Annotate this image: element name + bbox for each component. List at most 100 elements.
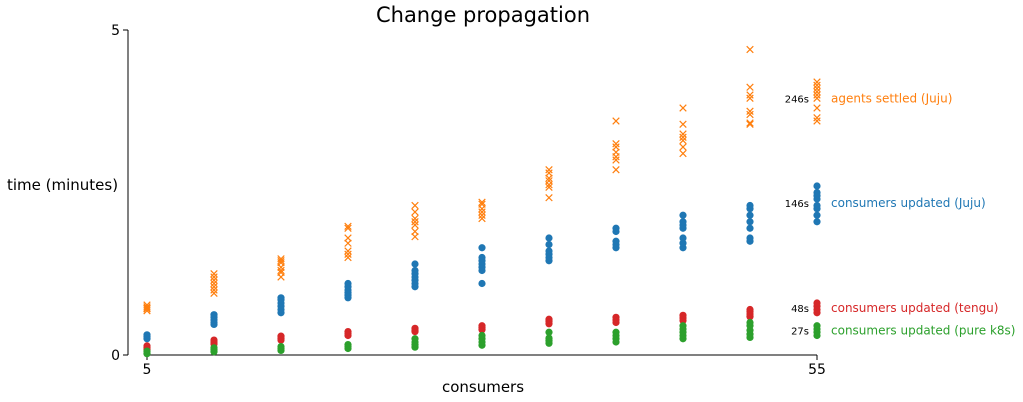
data-point	[210, 270, 218, 278]
data-point	[746, 218, 754, 226]
x-axis-label: consumers	[442, 378, 524, 396]
data-point	[478, 200, 486, 208]
data-point	[210, 311, 218, 319]
data-point	[143, 347, 151, 355]
data-point	[746, 318, 754, 327]
data-point	[344, 253, 352, 262]
data-point	[746, 305, 754, 314]
data-point	[813, 218, 821, 226]
data-point	[612, 166, 620, 174]
data-point	[411, 227, 419, 236]
data-point	[545, 177, 553, 185]
data-point	[478, 211, 486, 219]
data-point	[344, 250, 352, 258]
data-point	[143, 301, 151, 309]
data-point	[813, 104, 821, 112]
series-end-value: 146s	[785, 199, 809, 210]
data-point	[210, 286, 218, 294]
data-point	[478, 214, 486, 223]
data-point	[612, 140, 620, 148]
data-point	[679, 136, 687, 145]
data-point	[813, 78, 821, 86]
data-point	[746, 107, 754, 115]
series-3	[143, 318, 821, 358]
data-point	[612, 143, 620, 151]
data-point	[411, 201, 419, 210]
data-point	[612, 237, 620, 245]
data-point	[746, 224, 754, 232]
series-2	[143, 299, 821, 354]
data-point	[344, 341, 352, 349]
x-tick-label-left: 5	[143, 362, 152, 378]
data-point	[813, 88, 821, 96]
data-point	[679, 130, 687, 138]
data-point	[679, 322, 687, 330]
series-0	[143, 45, 821, 315]
data-point	[746, 110, 754, 119]
data-point	[746, 94, 754, 102]
data-point	[679, 149, 687, 158]
data-point	[679, 133, 687, 141]
data-point	[277, 332, 285, 340]
series-layer	[143, 45, 821, 358]
data-point	[746, 83, 754, 91]
data-point	[411, 218, 419, 226]
series-name-label: consumers updated (Juju)	[831, 196, 986, 210]
data-point	[344, 328, 352, 336]
data-point	[210, 289, 218, 297]
x-tick-label-right: 55	[808, 362, 826, 378]
data-point	[210, 273, 218, 281]
data-point	[143, 304, 151, 312]
data-point	[478, 322, 486, 330]
data-point	[813, 188, 821, 197]
data-point	[813, 84, 821, 93]
data-point	[411, 214, 419, 223]
series-name-label: agents settled (Juju)	[831, 92, 952, 106]
series-1	[143, 182, 821, 343]
data-point	[746, 45, 754, 54]
y-tick-label-top: 5	[111, 23, 120, 39]
series-end-value: 48s	[791, 304, 809, 315]
data-point	[746, 119, 754, 127]
data-point	[545, 240, 553, 249]
data-point	[746, 120, 754, 128]
data-point	[143, 342, 151, 350]
data-point	[813, 299, 821, 307]
data-point	[143, 331, 151, 339]
data-point	[344, 224, 352, 232]
data-point	[545, 193, 553, 202]
data-point	[545, 334, 553, 342]
data-point	[746, 91, 754, 99]
data-point	[411, 221, 419, 229]
data-point	[813, 211, 821, 219]
series-name-label: consumers updated (tengu)	[831, 301, 998, 315]
data-point	[813, 322, 821, 330]
data-point	[210, 279, 218, 288]
data-point	[679, 234, 687, 242]
data-point	[612, 117, 620, 125]
data-point	[344, 247, 352, 255]
data-point	[679, 143, 687, 151]
data-point	[277, 255, 285, 263]
y-tick-label-bottom: 0	[111, 348, 120, 364]
data-point	[813, 114, 821, 122]
data-point	[210, 344, 218, 352]
data-point	[210, 276, 218, 284]
data-point	[813, 81, 821, 89]
data-point	[612, 156, 620, 164]
data-point	[277, 266, 285, 275]
data-point	[277, 294, 285, 302]
data-point	[813, 91, 821, 99]
data-point	[478, 208, 486, 216]
data-point	[679, 218, 687, 226]
data-point	[813, 94, 821, 102]
data-point	[612, 224, 620, 232]
data-point	[344, 234, 352, 242]
data-point	[545, 169, 553, 177]
data-point	[545, 247, 553, 255]
data-point	[679, 239, 687, 247]
data-point	[545, 234, 553, 242]
data-point	[344, 279, 352, 288]
data-point	[411, 335, 419, 343]
